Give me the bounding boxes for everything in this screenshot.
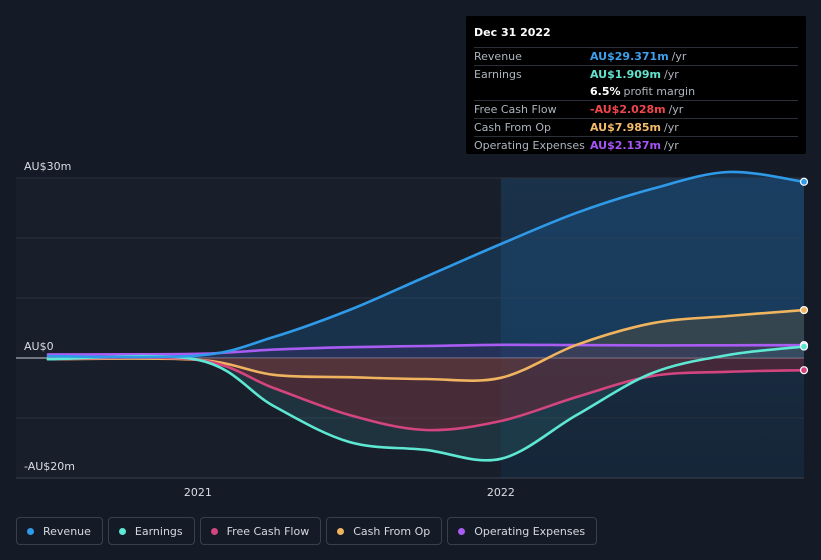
legend-item-cash-from-op[interactable]: Cash From Op (326, 517, 443, 545)
area-cash-from-op (48, 310, 804, 381)
tooltip-row-label (474, 83, 590, 100)
x-tick-label: 2022 (487, 486, 515, 499)
series-endpoint-earnings (799, 342, 809, 351)
legend-label: Free Cash Flow (226, 524, 310, 538)
y-tick-label: -AU$20m (24, 460, 75, 473)
series-endpoint-free-cash-flow (799, 366, 809, 375)
tooltip-row: Cash From Op AU$7.985m/yr (474, 118, 798, 136)
tooltip-row: Earnings AU$1.909m/yr (474, 65, 798, 83)
x-tick-label: 2021 (184, 486, 212, 499)
series-line-free-cash-flow (46, 356, 806, 432)
area-earnings (48, 346, 804, 461)
legend-item-free-cash-flow[interactable]: Free Cash Flow (199, 517, 322, 545)
legend-label: Revenue (43, 524, 91, 538)
tooltip-row-label: Cash From Op (474, 121, 552, 134)
tooltip-row-unit: /yr (664, 139, 679, 152)
tooltip-date: Dec 31 2022 (474, 26, 551, 39)
tooltip-row-unit: /yr (671, 50, 687, 63)
tooltip-row: Operating Expenses AU$2.137m/yr (474, 136, 798, 154)
tooltip-row-value: AU$2.137m (590, 139, 662, 152)
tooltip-row-label: Free Cash Flow (474, 103, 557, 116)
legend-dot-icon (458, 527, 466, 535)
tooltip-row: Free Cash Flow -AU$2.028m/yr (474, 100, 798, 118)
series-line-earnings (46, 345, 806, 462)
tooltip-row-label: Revenue (474, 50, 522, 63)
tooltip-row: Revenue AU$29.371m/yr (474, 47, 798, 65)
tooltip-row-unit: profit margin (623, 85, 696, 98)
tooltip-row-value: 6.5% (590, 85, 621, 98)
area-operating-expenses (48, 344, 804, 358)
legend-item-operating-expenses[interactable]: Operating Expenses (447, 517, 598, 545)
forecast-highlight (500, 178, 804, 478)
legend-dot-icon (27, 527, 34, 535)
tooltip-row-value: -AU$2.028m (590, 103, 666, 116)
legend-item-earnings[interactable]: Earnings (107, 517, 195, 545)
legend-dot-icon (337, 527, 345, 535)
tooltip-row-value: AU$1.909m (590, 68, 662, 81)
tooltip-row-unit: /yr (664, 121, 679, 134)
series-line-revenue (46, 170, 806, 359)
area-revenue (48, 171, 804, 358)
tooltip-row-value: AU$7.985m (590, 121, 662, 134)
legend-dot-icon (210, 527, 218, 535)
y-tick-label: AU$0 (24, 340, 54, 353)
legend-item-revenue[interactable]: Revenue (16, 517, 103, 545)
tooltip-row-label: Earnings (474, 68, 522, 81)
tooltip-row-unit: /yr (664, 68, 679, 81)
tooltip-row-label: Operating Expenses (474, 139, 585, 152)
area-free-cash-flow (48, 357, 804, 431)
y-tick-label: AU$30m (24, 160, 71, 173)
tooltip-row-unit: /yr (668, 103, 684, 116)
series-endpoint-cash-from-op (799, 305, 809, 315)
legend-label: Earnings (134, 524, 183, 538)
tooltip-row: 6.5% profit margin (474, 83, 798, 100)
legend-label: Cash From Op (353, 524, 431, 538)
tooltip: Dec 31 2022 Revenue AU$29.371m/yr Earnings… (466, 16, 806, 154)
legend-label: Operating Expenses (474, 524, 586, 538)
tooltip-row-value: AU$29.371m (590, 50, 669, 63)
legend: Revenue Earnings Free Cash Flow Cash From O… (16, 517, 598, 545)
series-endpoint-revenue (799, 177, 809, 186)
legend-dot-icon (118, 527, 126, 535)
